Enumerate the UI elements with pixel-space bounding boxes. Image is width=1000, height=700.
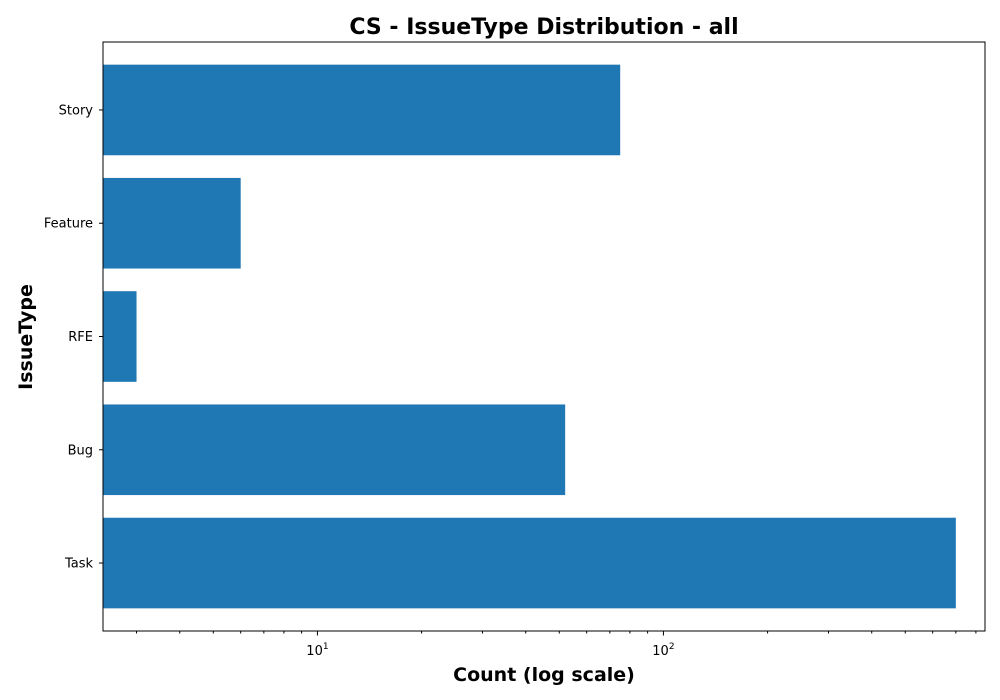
y-tick-label: RFE — [68, 330, 93, 345]
bar-feature — [103, 177, 241, 269]
chart-title: CS - IssueType Distribution - all — [349, 15, 738, 40]
x-axis-ticks: 101 102 — [136, 631, 977, 659]
y-tick-label: Bug — [68, 443, 93, 458]
bar-bug — [103, 404, 566, 496]
y-axis-label: IssueType — [15, 284, 37, 390]
bars — [103, 64, 956, 609]
x-axis-label: Count (log scale) — [453, 664, 635, 686]
bar-task — [103, 517, 956, 609]
bar-story — [103, 64, 621, 156]
x-tick-label: 101 — [306, 642, 328, 659]
y-axis-ticks: Task Bug RFE Feature Story — [44, 103, 103, 572]
y-tick-label: Task — [64, 557, 94, 572]
x-tick-label: 102 — [652, 642, 674, 659]
bar-rfe — [103, 291, 137, 382]
y-tick-label: Story — [59, 103, 94, 118]
y-tick-label: Feature — [44, 217, 93, 232]
